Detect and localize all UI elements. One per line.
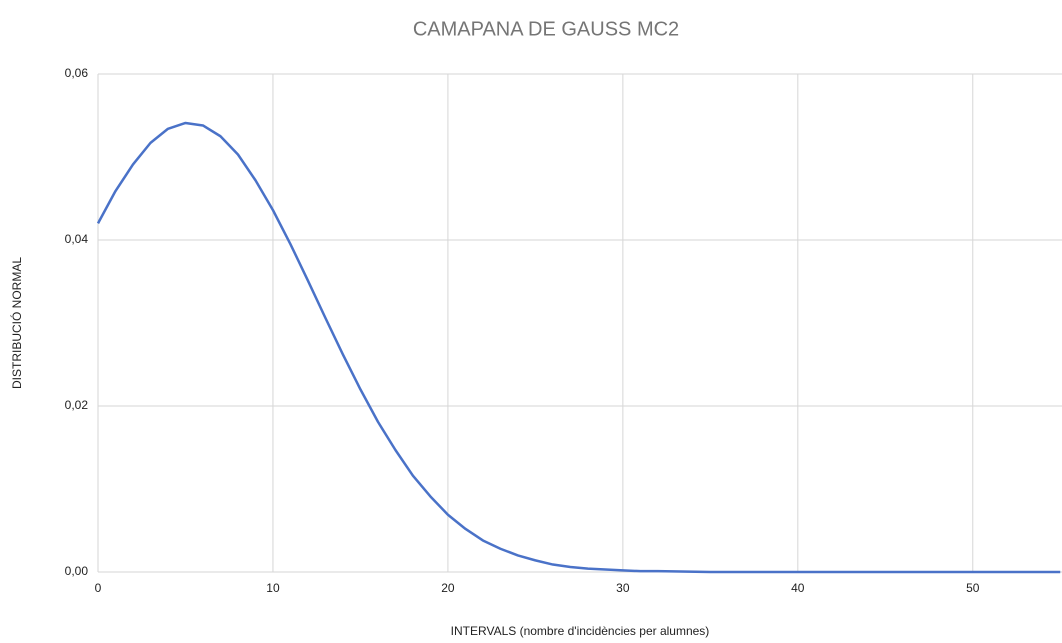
- x-tick-label: 20: [441, 581, 455, 595]
- y-tick-label: 0,04: [65, 232, 89, 246]
- x-tick-label: 0: [95, 581, 102, 595]
- y-tick-label: 0,06: [65, 66, 89, 80]
- x-tick-label: 40: [791, 581, 805, 595]
- x-tick-label: 50: [966, 581, 980, 595]
- x-tick-label: 10: [266, 581, 280, 595]
- x-tick-label: 30: [616, 581, 630, 595]
- y-tick-label: 0,02: [65, 398, 89, 412]
- y-tick-label: 0,00: [65, 564, 89, 578]
- x-axis-label: INTERVALS (nombre d'incidències per alum…: [451, 624, 710, 638]
- chart-title: CAMAPANA DE GAUSS MC2: [413, 18, 679, 40]
- y-axis-label: DISTRIBUCIÓ NORMAL: [9, 257, 24, 389]
- line: [96, 121, 1061, 574]
